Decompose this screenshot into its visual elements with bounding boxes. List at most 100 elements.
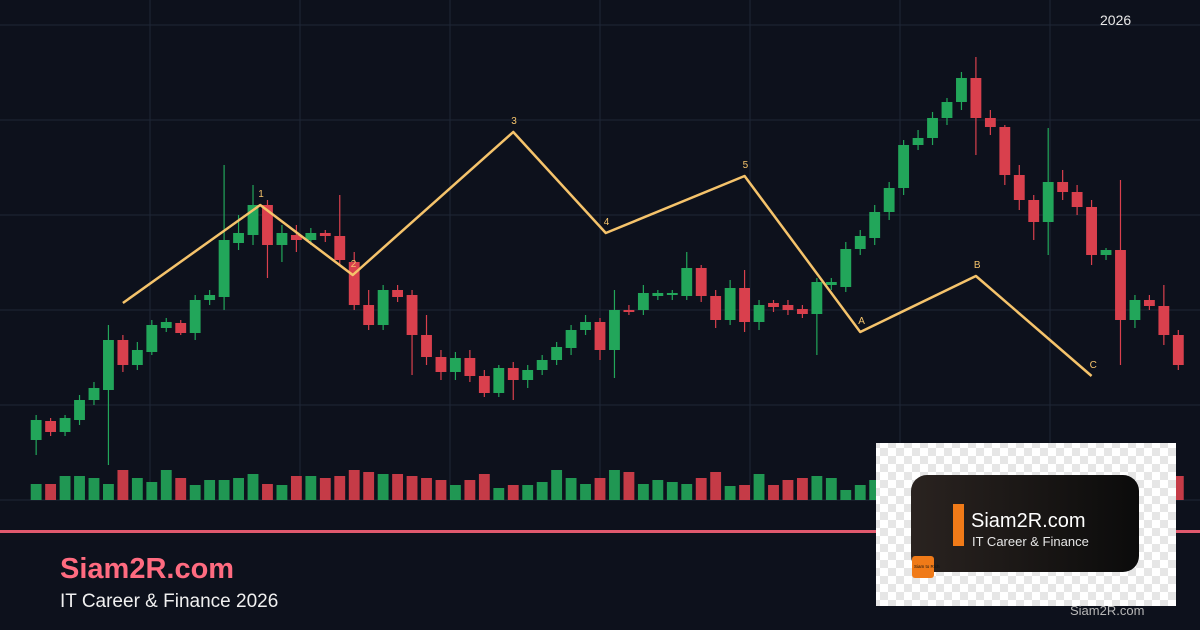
logo: Siam2R.com IT Career & Finance Siam to R…	[876, 443, 1176, 606]
logo-bar	[953, 504, 964, 546]
candle-body	[146, 325, 158, 352]
volume-bar	[175, 478, 187, 500]
candle-body	[59, 418, 71, 432]
candle-body	[348, 262, 360, 305]
volume-bar	[305, 476, 317, 500]
volume-bar	[695, 478, 707, 500]
candle-body	[594, 322, 606, 350]
volume-bar	[363, 472, 375, 500]
candle-body	[941, 102, 953, 118]
logo-badge	[912, 556, 934, 578]
candle-body	[160, 322, 172, 328]
volume-bar	[262, 484, 273, 500]
volume-bar	[45, 484, 57, 500]
volume-bar	[435, 480, 447, 500]
candle-body	[319, 233, 331, 236]
volume-bar	[565, 478, 577, 500]
volume-bar	[637, 484, 649, 500]
candle-body	[30, 420, 42, 440]
volume-bar	[276, 485, 288, 500]
candle-body	[1013, 175, 1025, 200]
candle-body	[45, 421, 57, 432]
candle-body	[233, 233, 244, 243]
volume-bar	[377, 474, 389, 500]
candle-body	[290, 235, 302, 240]
candle-body	[117, 340, 129, 365]
candle-body	[450, 358, 461, 372]
volume-bar	[392, 474, 404, 500]
candle-body	[276, 233, 288, 245]
wave-label: 1	[258, 189, 264, 200]
volume-bar	[507, 485, 519, 500]
volume-bar	[551, 470, 563, 500]
candle-body	[131, 350, 143, 365]
candle-body	[334, 236, 346, 260]
candle-body	[1071, 192, 1083, 207]
candle-body	[956, 78, 967, 102]
candle-body	[739, 288, 750, 322]
corner-label: 2026	[1100, 12, 1131, 28]
candle-body	[782, 305, 794, 310]
volume-bar	[421, 478, 432, 500]
candle-body	[984, 118, 996, 127]
candle-body	[74, 400, 85, 420]
wave-label: B	[974, 260, 981, 271]
candle-body	[912, 138, 924, 145]
candle-body	[580, 322, 591, 330]
candle-body	[406, 295, 418, 335]
grid	[0, 0, 1200, 501]
volume-bar	[290, 476, 302, 500]
wave-label: 3	[511, 116, 517, 127]
volume-bar	[117, 470, 129, 500]
logo-subtitle: IT Career & Finance	[972, 534, 1089, 549]
volume-bar	[319, 478, 331, 500]
candle-body	[435, 357, 447, 372]
candle-body	[565, 330, 577, 348]
volume-bar	[681, 484, 693, 500]
volume-bar	[218, 480, 230, 500]
volume-bar	[1172, 476, 1184, 500]
candle-body	[536, 360, 548, 370]
candle-body	[363, 305, 375, 325]
candle-body	[710, 296, 722, 320]
candle-body	[1158, 306, 1170, 335]
candle-body	[1042, 182, 1054, 222]
candle-body	[825, 282, 837, 285]
volume-bar	[522, 485, 534, 500]
candle-body	[609, 310, 620, 350]
volume-bar	[782, 480, 794, 500]
candle-body	[218, 240, 230, 297]
volume-bar	[30, 484, 42, 500]
candle-body	[652, 293, 664, 296]
candle-body	[305, 233, 317, 240]
volume-bar	[74, 476, 85, 500]
candle-body	[1143, 300, 1155, 306]
volume-bar	[464, 480, 476, 500]
candle-body	[1086, 207, 1097, 255]
candle-body	[695, 268, 707, 296]
volume-bar	[189, 485, 201, 500]
volume-bar	[840, 490, 852, 500]
volume-bar	[854, 485, 866, 500]
candle-body	[1028, 200, 1040, 222]
volume-bar	[594, 478, 606, 500]
candle-body	[522, 370, 534, 380]
volume-bar	[753, 474, 765, 500]
candle-body	[247, 205, 259, 235]
candle-body	[768, 303, 779, 307]
candle-body	[1100, 250, 1112, 255]
volume-bar	[652, 480, 664, 500]
logo-card	[911, 475, 1139, 572]
volume-bar	[103, 484, 114, 500]
candle-body	[666, 293, 678, 295]
candle-body	[204, 295, 216, 300]
volume-bar	[233, 478, 244, 500]
volume-bar	[609, 470, 620, 500]
wave-label: 5	[743, 160, 749, 171]
volume-bar	[739, 485, 750, 500]
candle-body	[1057, 182, 1069, 192]
volume-bar	[869, 480, 881, 500]
volume-bar	[348, 470, 360, 500]
candle-body	[421, 335, 432, 357]
